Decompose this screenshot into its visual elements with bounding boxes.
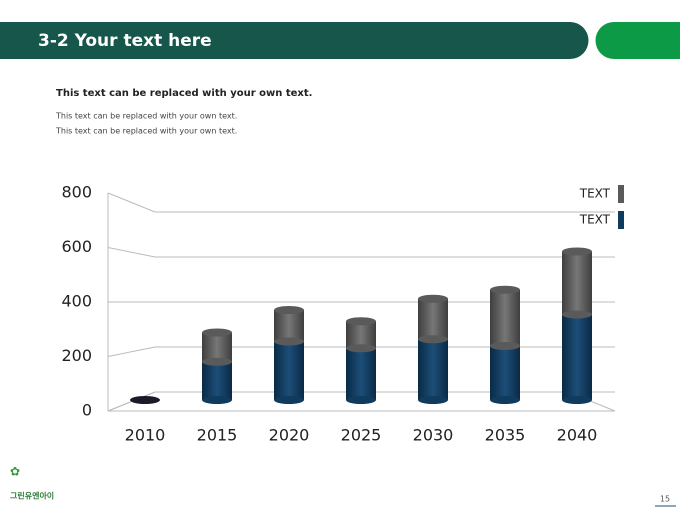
bar-cap [274,306,304,314]
logo: 그린유엔아이 [10,491,54,501]
y-tick-label: 200 [61,346,92,365]
bar [202,333,232,362]
bar-bottom [346,396,376,404]
x-tick-label: 2025 [341,426,382,445]
x-tick-label: 2010 [125,426,166,445]
bar-cap [562,248,592,256]
bar-bottom [418,396,448,404]
bar-bottom [562,311,592,319]
bar [490,346,520,400]
bar-bottom [490,396,520,404]
bar-bottom [274,396,304,404]
subtitle: This text can be replaced with your own … [56,88,312,99]
bar-bottom [418,335,448,343]
bar-cap [130,396,160,404]
bar [346,321,376,348]
bar [418,339,448,400]
bar [274,310,304,342]
y-tick-label: 600 [61,237,92,256]
chart: 0 200 400 600 800 2010 2015 2020 2025 2030 2035 204… [61,183,624,445]
y-tick-label: 800 [61,183,92,202]
bar-bottom [490,342,520,350]
bar [562,315,592,401]
legend-swatch [618,185,624,203]
grid-line [108,347,155,357]
x-tick-label: 2015 [197,426,238,445]
bar-cap [346,317,376,325]
bar [274,342,304,401]
page-number: 15 [660,495,670,504]
x-tick-label: 2020 [269,426,310,445]
bar-bottom [562,396,592,404]
bar [418,299,448,340]
x-tick-label: 2040 [557,426,598,445]
body-line: This text can be replaced with your own … [55,127,237,136]
y-tick-label: 0 [82,401,92,420]
y-tick-label: 400 [61,292,92,311]
x-tick-label: 2030 [413,426,454,445]
body-line: This text can be replaced with your own … [55,112,237,121]
bar [562,252,592,315]
logo-mark: ✿ [10,465,20,479]
legend-label: TEXT [579,213,611,227]
header-accent [596,22,680,59]
bar-bottom [202,396,232,404]
bar-cap [490,286,520,294]
bar-cap [418,295,448,303]
bar-bottom [346,344,376,352]
bar [202,362,232,400]
bar [490,290,520,346]
header-title: 3-2 Your text here [38,31,212,51]
legend-swatch [618,211,624,229]
grid-line [108,248,155,258]
bar [346,348,376,400]
x-tick-label: 2035 [485,426,526,445]
grid-line [108,193,155,212]
bar-bottom [202,358,232,366]
legend-label: TEXT [579,187,611,201]
bar-cap [202,329,232,337]
bar-bottom [274,338,304,346]
